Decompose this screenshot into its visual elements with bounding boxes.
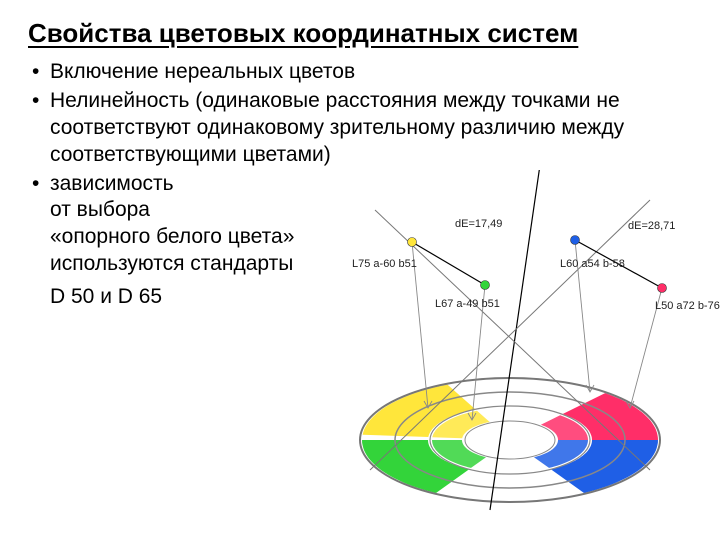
bullet-3-line-a: зависимость bbox=[50, 171, 340, 198]
label-p4: L50 a72 b-76 bbox=[655, 300, 720, 312]
label-de2: dE=28,71 bbox=[628, 220, 675, 232]
slide-title: Свойства цветовых координатных систем bbox=[28, 18, 692, 49]
bullet-1: Включение нереальных цветов bbox=[50, 59, 692, 86]
label-p3: L60 a54 b-58 bbox=[560, 258, 625, 270]
bullet-3-line-b: от выбора bbox=[50, 197, 340, 224]
label-p1: L75 a-60 b51 bbox=[352, 258, 417, 270]
color-space-diagram: dE=17,49 dE=28,71 L75 a-60 b51 L67 a-49 … bbox=[300, 170, 720, 540]
bullet-3-line-e: D 50 и D 65 bbox=[50, 284, 340, 311]
bullet-2: Нелинейность (одинаковые расстояния межд… bbox=[50, 88, 692, 169]
bullet-3-line-c: «опорного белого цвета» bbox=[50, 224, 340, 251]
label-p2: L67 a-49 b51 bbox=[435, 298, 500, 310]
bullet-3-line-d: используются стандарты bbox=[50, 251, 340, 278]
slide: Свойства цветовых координатных систем Вк… bbox=[0, 0, 720, 540]
label-de1: dE=17,49 bbox=[455, 218, 502, 230]
